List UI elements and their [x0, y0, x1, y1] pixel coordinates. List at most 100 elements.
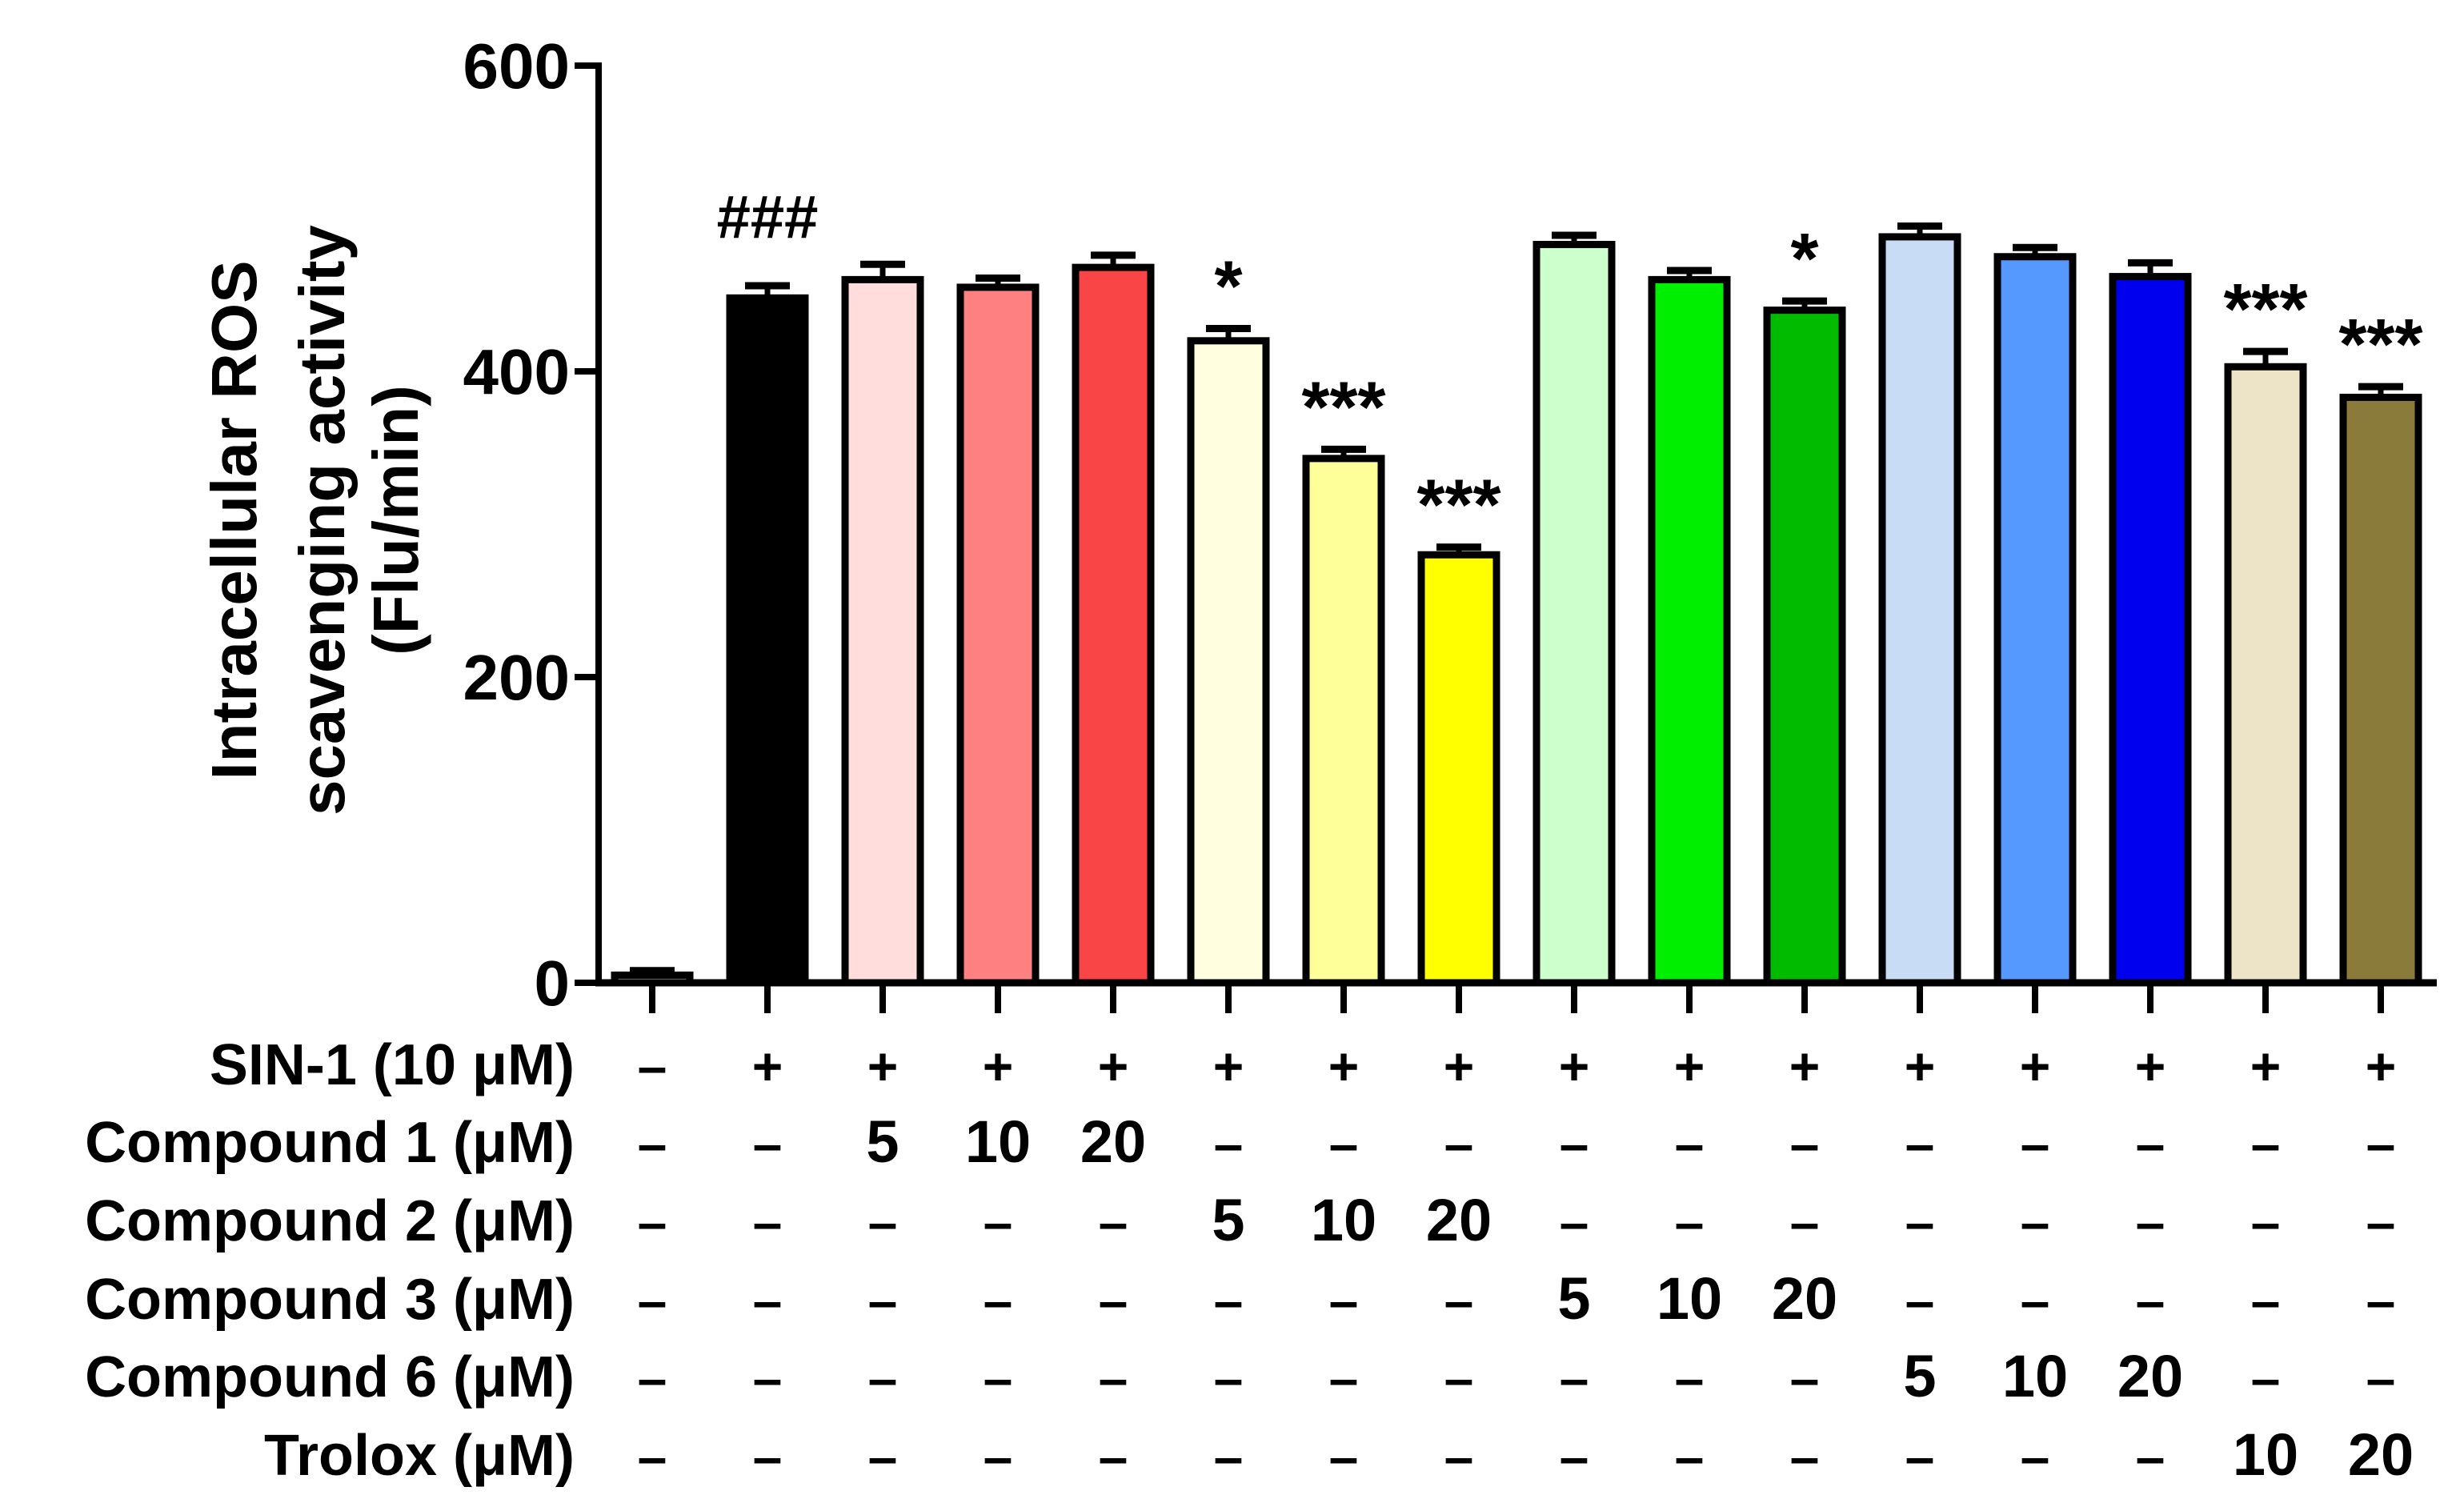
treatment-cell: – — [1329, 1114, 1359, 1173]
treatment-cell: 20 — [1080, 1108, 1146, 1175]
significance-label: *** — [2223, 270, 2307, 350]
bar — [1878, 233, 1961, 987]
bar — [726, 294, 809, 987]
treatment-cell: + — [752, 1036, 783, 1096]
treatment-cell: – — [1214, 1271, 1244, 1330]
treatment-cell: – — [2366, 1114, 2396, 1173]
treatment-cell: – — [638, 1271, 667, 1330]
treatment-cell: – — [1560, 1192, 1589, 1252]
treatment-cell: – — [1790, 1192, 1820, 1252]
treatment-cell: – — [868, 1427, 898, 1486]
treatment-cell: – — [1560, 1114, 1589, 1173]
bar — [2339, 393, 2422, 987]
treatment-cell: – — [753, 1427, 783, 1486]
treatment-cell: 5 — [866, 1108, 899, 1175]
y-axis: 0 200 400 600 — [463, 30, 602, 1019]
treatment-cell: – — [984, 1427, 1013, 1486]
treatment-cell: – — [1099, 1349, 1128, 1408]
treatment-table: SIN-1 (10 μM) – + + + + + + + + + + + + + + + Compound 1 … — [85, 1033, 2414, 1488]
treatment-cell: – — [984, 1349, 1013, 1408]
treatment-cell: – — [1790, 1114, 1820, 1173]
treatment-cell: – — [1675, 1427, 1705, 1486]
treatment-row-label: Compound 2 (μM) — [85, 1189, 575, 1253]
treatment-cell: – — [1905, 1271, 1935, 1330]
bars: ###*********** *** — [611, 183, 2423, 987]
y-tick-label: 200 — [463, 642, 570, 713]
treatment-cell: – — [1675, 1114, 1705, 1173]
treatment-cell: – — [1790, 1427, 1820, 1486]
treatment-cell: – — [1560, 1427, 1589, 1486]
bar — [2109, 273, 2192, 987]
treatment-cell: – — [638, 1114, 667, 1173]
treatment-cell: – — [638, 1192, 667, 1252]
treatment-cell: – — [1444, 1349, 1474, 1408]
treatment-cell: – — [984, 1192, 1013, 1252]
treatment-cell: + — [1905, 1036, 1936, 1096]
treatment-cell: – — [2021, 1192, 2050, 1252]
treatment-cell: – — [753, 1349, 783, 1408]
treatment-cell: – — [1560, 1349, 1589, 1408]
treatment-cell: – — [1790, 1349, 1820, 1408]
treatment-cell: + — [1098, 1036, 1129, 1096]
treatment-cell: – — [1675, 1349, 1705, 1408]
treatment-cell: + — [867, 1036, 899, 1096]
treatment-cell: 20 — [1426, 1187, 1492, 1253]
treatment-cell: – — [753, 1114, 783, 1173]
treatment-cell: – — [1905, 1114, 1935, 1173]
treatment-cell: 10 — [965, 1108, 1031, 1175]
y-axis-label-line: scavenging activity — [286, 224, 358, 816]
treatment-cell: – — [868, 1271, 898, 1330]
treatment-cell: – — [2251, 1271, 2281, 1330]
bar — [1532, 240, 1616, 987]
treatment-cell: – — [2021, 1271, 2050, 1330]
treatment-cell: 20 — [2117, 1343, 2183, 1409]
treatment-cell: + — [2250, 1036, 2282, 1096]
treatment-cell: + — [2020, 1036, 2051, 1096]
significance-label: * — [1790, 219, 1818, 299]
treatment-cell: – — [638, 1427, 667, 1486]
treatment-cell: 5 — [1557, 1265, 1590, 1332]
treatment-cell: – — [638, 1036, 667, 1096]
significance-label: * — [1214, 247, 1242, 327]
treatment-cell: – — [2366, 1192, 2396, 1252]
treatment-cell: + — [1674, 1036, 1705, 1096]
treatment-cell: – — [2136, 1427, 2166, 1486]
treatment-cell: – — [1675, 1192, 1705, 1252]
treatment-cell: 5 — [1212, 1187, 1244, 1253]
treatment-cell: – — [1329, 1427, 1359, 1486]
treatment-cell: + — [2366, 1036, 2397, 1096]
treatment-cell: + — [1213, 1036, 1244, 1096]
treatment-cell: – — [2251, 1349, 2281, 1408]
treatment-cell: – — [1214, 1427, 1244, 1486]
treatment-cell: + — [2135, 1036, 2166, 1096]
bar — [956, 283, 1040, 987]
treatment-cell: – — [2136, 1192, 2166, 1252]
bar — [2224, 363, 2307, 987]
treatment-cell: – — [1329, 1349, 1359, 1408]
significance-label: ### — [717, 183, 819, 251]
y-tick-label: 600 — [463, 30, 570, 102]
significance-label: *** — [1416, 466, 1500, 546]
treatment-cell: + — [1444, 1036, 1475, 1096]
treatment-cell: – — [1214, 1349, 1244, 1408]
y-tick-label: 0 — [535, 948, 571, 1019]
significance-label: *** — [2338, 305, 2422, 385]
bar — [1993, 253, 2077, 987]
treatment-cell: – — [2366, 1271, 2396, 1330]
treatment-cell: – — [1099, 1192, 1128, 1252]
treatment-cell: – — [1905, 1192, 1935, 1252]
bar — [841, 275, 924, 987]
treatment-row-label: Compound 6 (μM) — [85, 1345, 575, 1409]
treatment-cell: – — [2251, 1114, 2281, 1173]
significance-label: *** — [1301, 367, 1385, 447]
treatment-cell: – — [2021, 1427, 2050, 1486]
bar — [1648, 275, 1731, 987]
treatment-cell: + — [1559, 1036, 1590, 1096]
x-axis — [595, 979, 2437, 1013]
treatment-cell: – — [2366, 1349, 2396, 1408]
treatment-row-label: SIN-1 (10 μM) — [210, 1033, 575, 1097]
y-tick-label: 400 — [463, 336, 570, 407]
treatment-cell: – — [2136, 1271, 2166, 1330]
treatment-cell: 10 — [2002, 1343, 2068, 1409]
